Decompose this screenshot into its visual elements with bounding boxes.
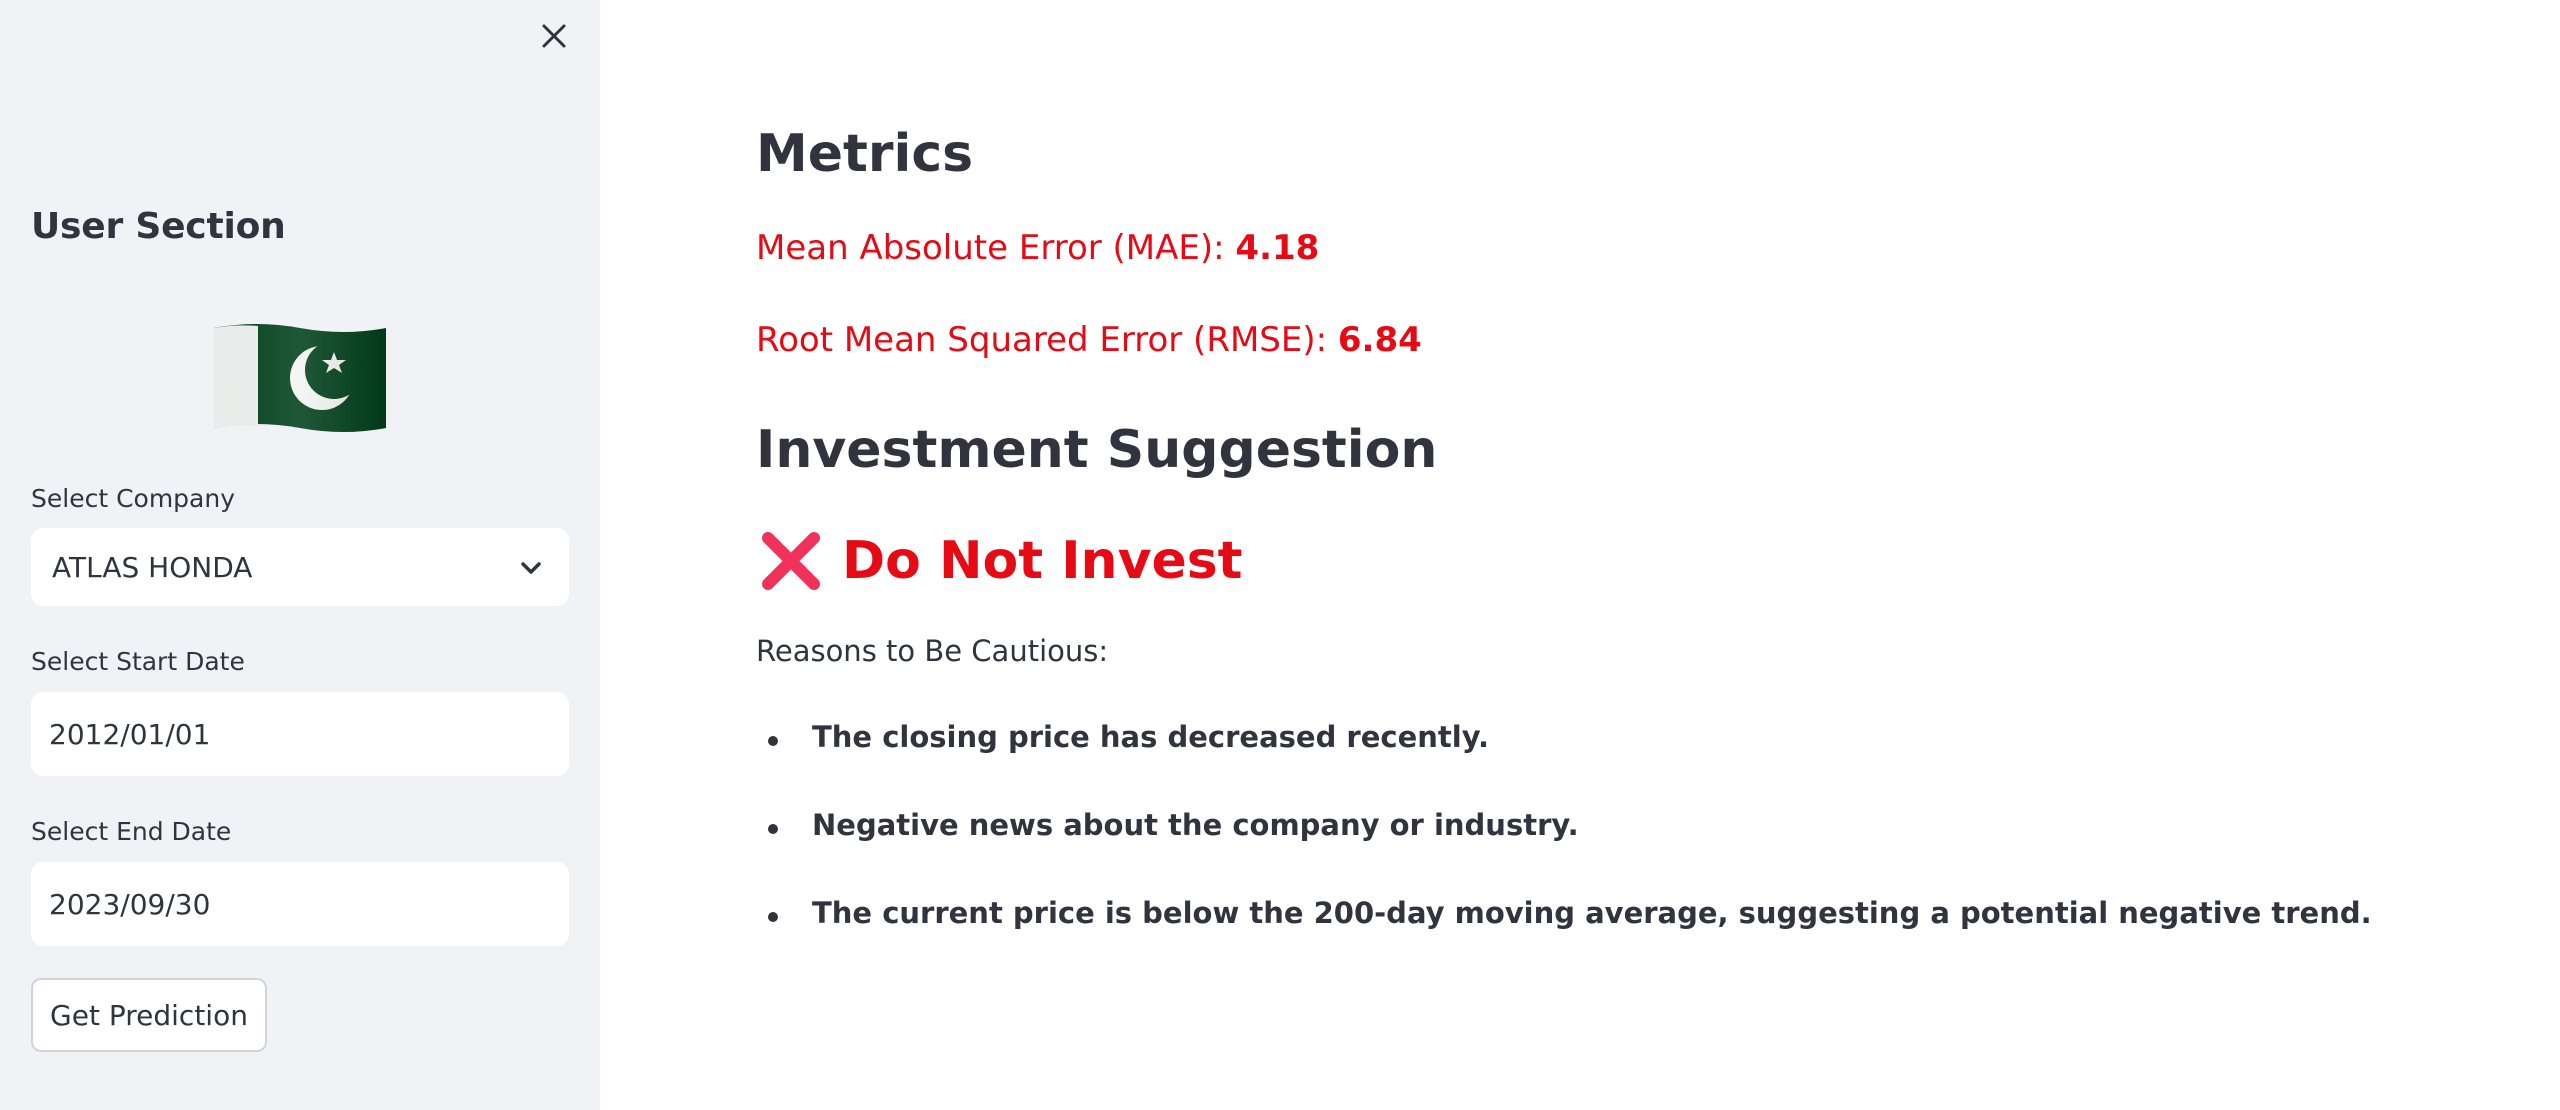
company-label: Select Company	[31, 484, 236, 513]
reason-text: The current price is below the 200-day m…	[812, 896, 2372, 930]
rmse-value: 6.84	[1337, 320, 1422, 360]
bullet-icon	[768, 736, 778, 746]
mae-label: Mean Absolute Error (MAE):	[756, 228, 1236, 268]
list-item: Negative news about the company or indus…	[756, 806, 2372, 894]
list-item: The current price is below the 200-day m…	[756, 894, 2372, 982]
metrics-heading: Metrics	[756, 124, 974, 184]
reason-text: The closing price has decreased recently…	[812, 720, 1489, 754]
get-prediction-button[interactable]: Get Prediction	[31, 978, 267, 1052]
close-sidebar-button[interactable]	[534, 16, 574, 56]
main-content: Metrics Mean Absolute Error (MAE): 4.18 …	[600, 0, 2560, 1110]
verdict: Do Not Invest	[760, 530, 1243, 592]
reasons-list: The closing price has decreased recently…	[756, 718, 2372, 982]
end-date-label: Select End Date	[31, 817, 232, 846]
sidebar-title: User Section	[31, 206, 286, 247]
mae-value: 4.18	[1235, 228, 1320, 268]
company-select[interactable]: ATLAS HONDA	[31, 528, 569, 606]
reason-text: Negative news about the company or indus…	[812, 808, 1579, 842]
rmse-metric: Root Mean Squared Error (RMSE): 6.84	[756, 320, 1422, 360]
list-item: The closing price has decreased recently…	[756, 718, 2372, 806]
mae-metric: Mean Absolute Error (MAE): 4.18	[756, 228, 1319, 268]
chevron-down-icon	[521, 562, 541, 574]
rmse-label: Root Mean Squared Error (RMSE):	[756, 320, 1338, 360]
close-icon	[542, 24, 566, 48]
reasons-label: Reasons to Be Cautious:	[756, 634, 1109, 668]
sidebar: User Section Select Company ATLAS HONDA	[0, 0, 600, 1110]
end-date-input[interactable]: 2023/09/30	[31, 862, 569, 946]
verdict-text: Do Not Invest	[842, 531, 1243, 591]
bullet-icon	[768, 912, 778, 922]
pakistan-flag-icon	[214, 324, 386, 432]
start-date-input[interactable]: 2012/01/01	[31, 692, 569, 776]
investment-suggestion-heading: Investment Suggestion	[756, 420, 1438, 480]
start-date-label: Select Start Date	[31, 647, 245, 676]
cross-mark-icon	[762, 532, 820, 590]
bullet-icon	[768, 824, 778, 834]
company-select-value: ATLAS HONDA	[52, 550, 253, 584]
